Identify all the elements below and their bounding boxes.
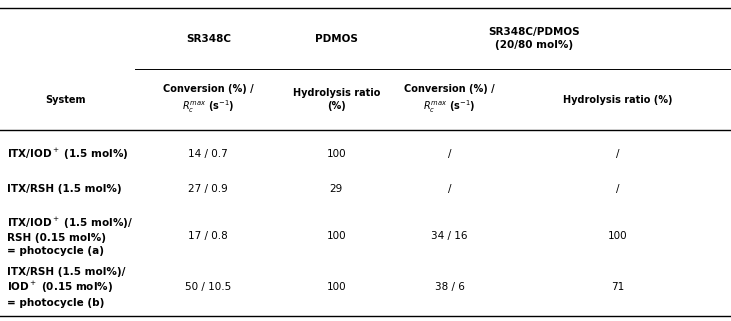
Text: System: System bbox=[45, 94, 86, 105]
Text: ITX/IOD$^+$ (1.5 mol%)/
RSH (0.15 mol%)
= photocycle (a): ITX/IOD$^+$ (1.5 mol%)/ RSH (0.15 mol%) … bbox=[7, 216, 134, 256]
Text: Conversion (%) /
$R_c^{max}$ (s$^{-1}$): Conversion (%) / $R_c^{max}$ (s$^{-1}$) bbox=[163, 84, 254, 115]
Text: 100: 100 bbox=[608, 231, 627, 241]
Text: 27 / 0.9: 27 / 0.9 bbox=[189, 184, 228, 195]
Text: 100: 100 bbox=[327, 149, 346, 159]
Text: /: / bbox=[448, 184, 451, 195]
Text: Hydrolysis ratio
(%): Hydrolysis ratio (%) bbox=[292, 88, 380, 111]
Text: Conversion (%) /
$R_c^{max}$ (s$^{-1}$): Conversion (%) / $R_c^{max}$ (s$^{-1}$) bbox=[404, 84, 495, 115]
Text: 50 / 10.5: 50 / 10.5 bbox=[185, 282, 232, 292]
Text: ITX/RSH (1.5 mol%): ITX/RSH (1.5 mol%) bbox=[7, 184, 122, 195]
Text: 100: 100 bbox=[327, 282, 346, 292]
Text: 100: 100 bbox=[327, 231, 346, 241]
Text: /: / bbox=[448, 149, 451, 159]
Text: 29: 29 bbox=[330, 184, 343, 195]
Text: 14 / 0.7: 14 / 0.7 bbox=[189, 149, 228, 159]
Text: ITX/RSH (1.5 mol%)/
IOD$^+$ (0.15 mol%)
= photocycle (b): ITX/RSH (1.5 mol%)/ IOD$^+$ (0.15 mol%) … bbox=[7, 267, 126, 308]
Text: PDMOS: PDMOS bbox=[315, 33, 357, 44]
Text: SR348C: SR348C bbox=[186, 33, 231, 44]
Text: /: / bbox=[616, 184, 619, 195]
Text: ITX/IOD$^+$ (1.5 mol%): ITX/IOD$^+$ (1.5 mol%) bbox=[7, 146, 129, 162]
Text: SR348C/PDMOS
(20/80 mol%): SR348C/PDMOS (20/80 mol%) bbox=[488, 27, 580, 50]
Text: 71: 71 bbox=[611, 282, 624, 292]
Text: 38 / 6: 38 / 6 bbox=[435, 282, 464, 292]
Text: Hydrolysis ratio (%): Hydrolysis ratio (%) bbox=[563, 94, 673, 105]
Text: 17 / 0.8: 17 / 0.8 bbox=[189, 231, 228, 241]
Text: 34 / 16: 34 / 16 bbox=[431, 231, 468, 241]
Text: /: / bbox=[616, 149, 619, 159]
